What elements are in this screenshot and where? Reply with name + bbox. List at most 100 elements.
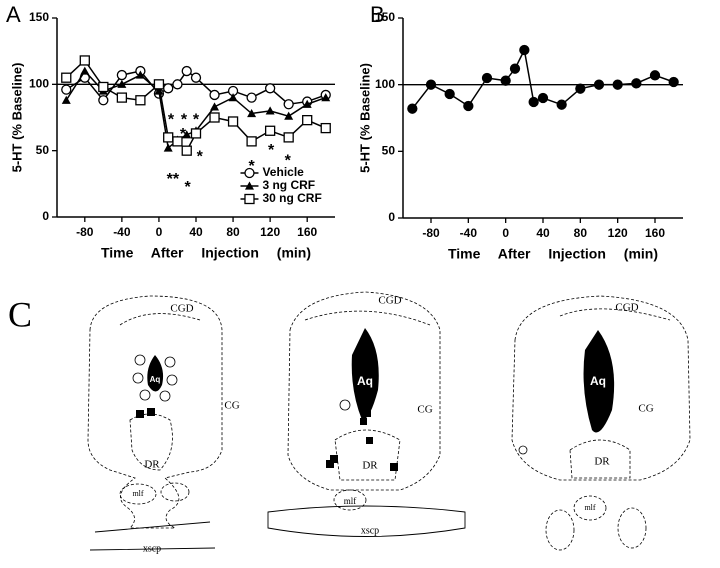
annotation: * [185, 179, 192, 196]
region-label: mlf [344, 496, 357, 506]
marker [283, 132, 294, 143]
x-tick-label: -80 [76, 225, 94, 239]
region-label: xscp [143, 543, 161, 554]
legend-label: 3 ng CRF [262, 178, 315, 192]
marker [163, 83, 174, 94]
region-label: CGD [170, 303, 193, 315]
marker [509, 63, 521, 74]
marker [98, 81, 109, 93]
marker [320, 122, 331, 134]
region-label: CGD [615, 302, 638, 314]
region-label: xscp [361, 525, 379, 536]
marker [135, 70, 145, 79]
marker [631, 78, 642, 89]
annotation: * [285, 152, 292, 169]
annotation: * [181, 111, 188, 128]
x-tick-label: 0 [502, 226, 509, 240]
annotation: * [248, 158, 255, 175]
y-tick-label: 50 [382, 144, 396, 158]
x-tick-label: 120 [608, 226, 628, 240]
x-axis-label: Time After Injection (min) [448, 246, 658, 262]
marker [172, 79, 183, 90]
y-tick-label: 100 [375, 77, 395, 91]
region-label: DR [594, 456, 610, 468]
x-tick-label: -80 [422, 226, 440, 240]
marker [153, 79, 165, 90]
marker [209, 89, 220, 101]
marker [190, 72, 202, 83]
x-tick-label: 0 [156, 225, 163, 239]
marker [246, 92, 257, 103]
panel-label: B [370, 2, 385, 27]
legend-marker [244, 167, 255, 179]
x-tick-label: 40 [536, 226, 550, 240]
marker [117, 79, 127, 88]
annotation: * [197, 149, 204, 166]
marker [302, 115, 313, 126]
region-label: CG [224, 400, 239, 412]
marker [80, 66, 90, 75]
y-tick-label: 150 [375, 10, 395, 24]
marker [302, 99, 312, 108]
marker [264, 125, 276, 136]
y-tick-label: 0 [42, 209, 49, 223]
region-label: DR [144, 459, 160, 471]
region-label: Aq [357, 374, 373, 388]
marker [181, 145, 192, 156]
x-tick-label: 80 [226, 225, 240, 239]
y-tick-label: 150 [29, 10, 49, 24]
region-label: CG [417, 404, 432, 416]
legend-marker [244, 193, 255, 205]
marker [98, 95, 109, 106]
region-label: mlf [584, 503, 595, 512]
x-tick-label: 80 [574, 226, 588, 240]
marker [407, 103, 418, 114]
annotation: ** [167, 171, 180, 188]
marker [264, 83, 276, 94]
marker [500, 75, 511, 86]
region-label: CG [638, 403, 653, 415]
section-1 [87, 295, 223, 551]
y-tick-label: 0 [388, 210, 395, 224]
y-axis-label: 5-HT (% Baseline) [357, 63, 372, 173]
section-3 [511, 295, 691, 551]
annotation: * [193, 111, 200, 128]
marker [190, 128, 202, 139]
marker [172, 136, 183, 147]
marker [209, 112, 220, 123]
marker [463, 100, 474, 112]
legend-label: Vehicle [262, 165, 304, 179]
marker [668, 76, 679, 88]
marker [575, 83, 586, 94]
y-tick-label: 100 [29, 77, 49, 91]
marker [425, 79, 437, 90]
marker [61, 84, 72, 95]
legend-label: 30 ng CRF [262, 191, 321, 205]
marker [246, 136, 257, 147]
marker [227, 116, 239, 127]
marker [284, 111, 294, 120]
marker [116, 92, 128, 103]
annotation: * [180, 126, 187, 143]
marker [649, 70, 661, 81]
x-tick-label: 40 [189, 225, 203, 239]
legend-marker [244, 181, 254, 190]
marker [163, 132, 174, 143]
marker [182, 130, 192, 139]
panel-label: C [8, 294, 32, 334]
region-label: CGD [378, 295, 401, 307]
marker [612, 79, 623, 90]
annotation: * [268, 142, 275, 159]
marker [537, 92, 549, 104]
marker [528, 96, 539, 108]
x-tick-label: 160 [297, 225, 317, 239]
marker [265, 106, 275, 115]
annotation: * [168, 111, 175, 128]
marker [61, 95, 71, 104]
panel-label: A [6, 2, 21, 27]
y-tick-label: 50 [36, 143, 50, 157]
region-label: Aq [590, 374, 606, 388]
x-tick-label: 120 [260, 225, 280, 239]
marker [79, 55, 90, 66]
